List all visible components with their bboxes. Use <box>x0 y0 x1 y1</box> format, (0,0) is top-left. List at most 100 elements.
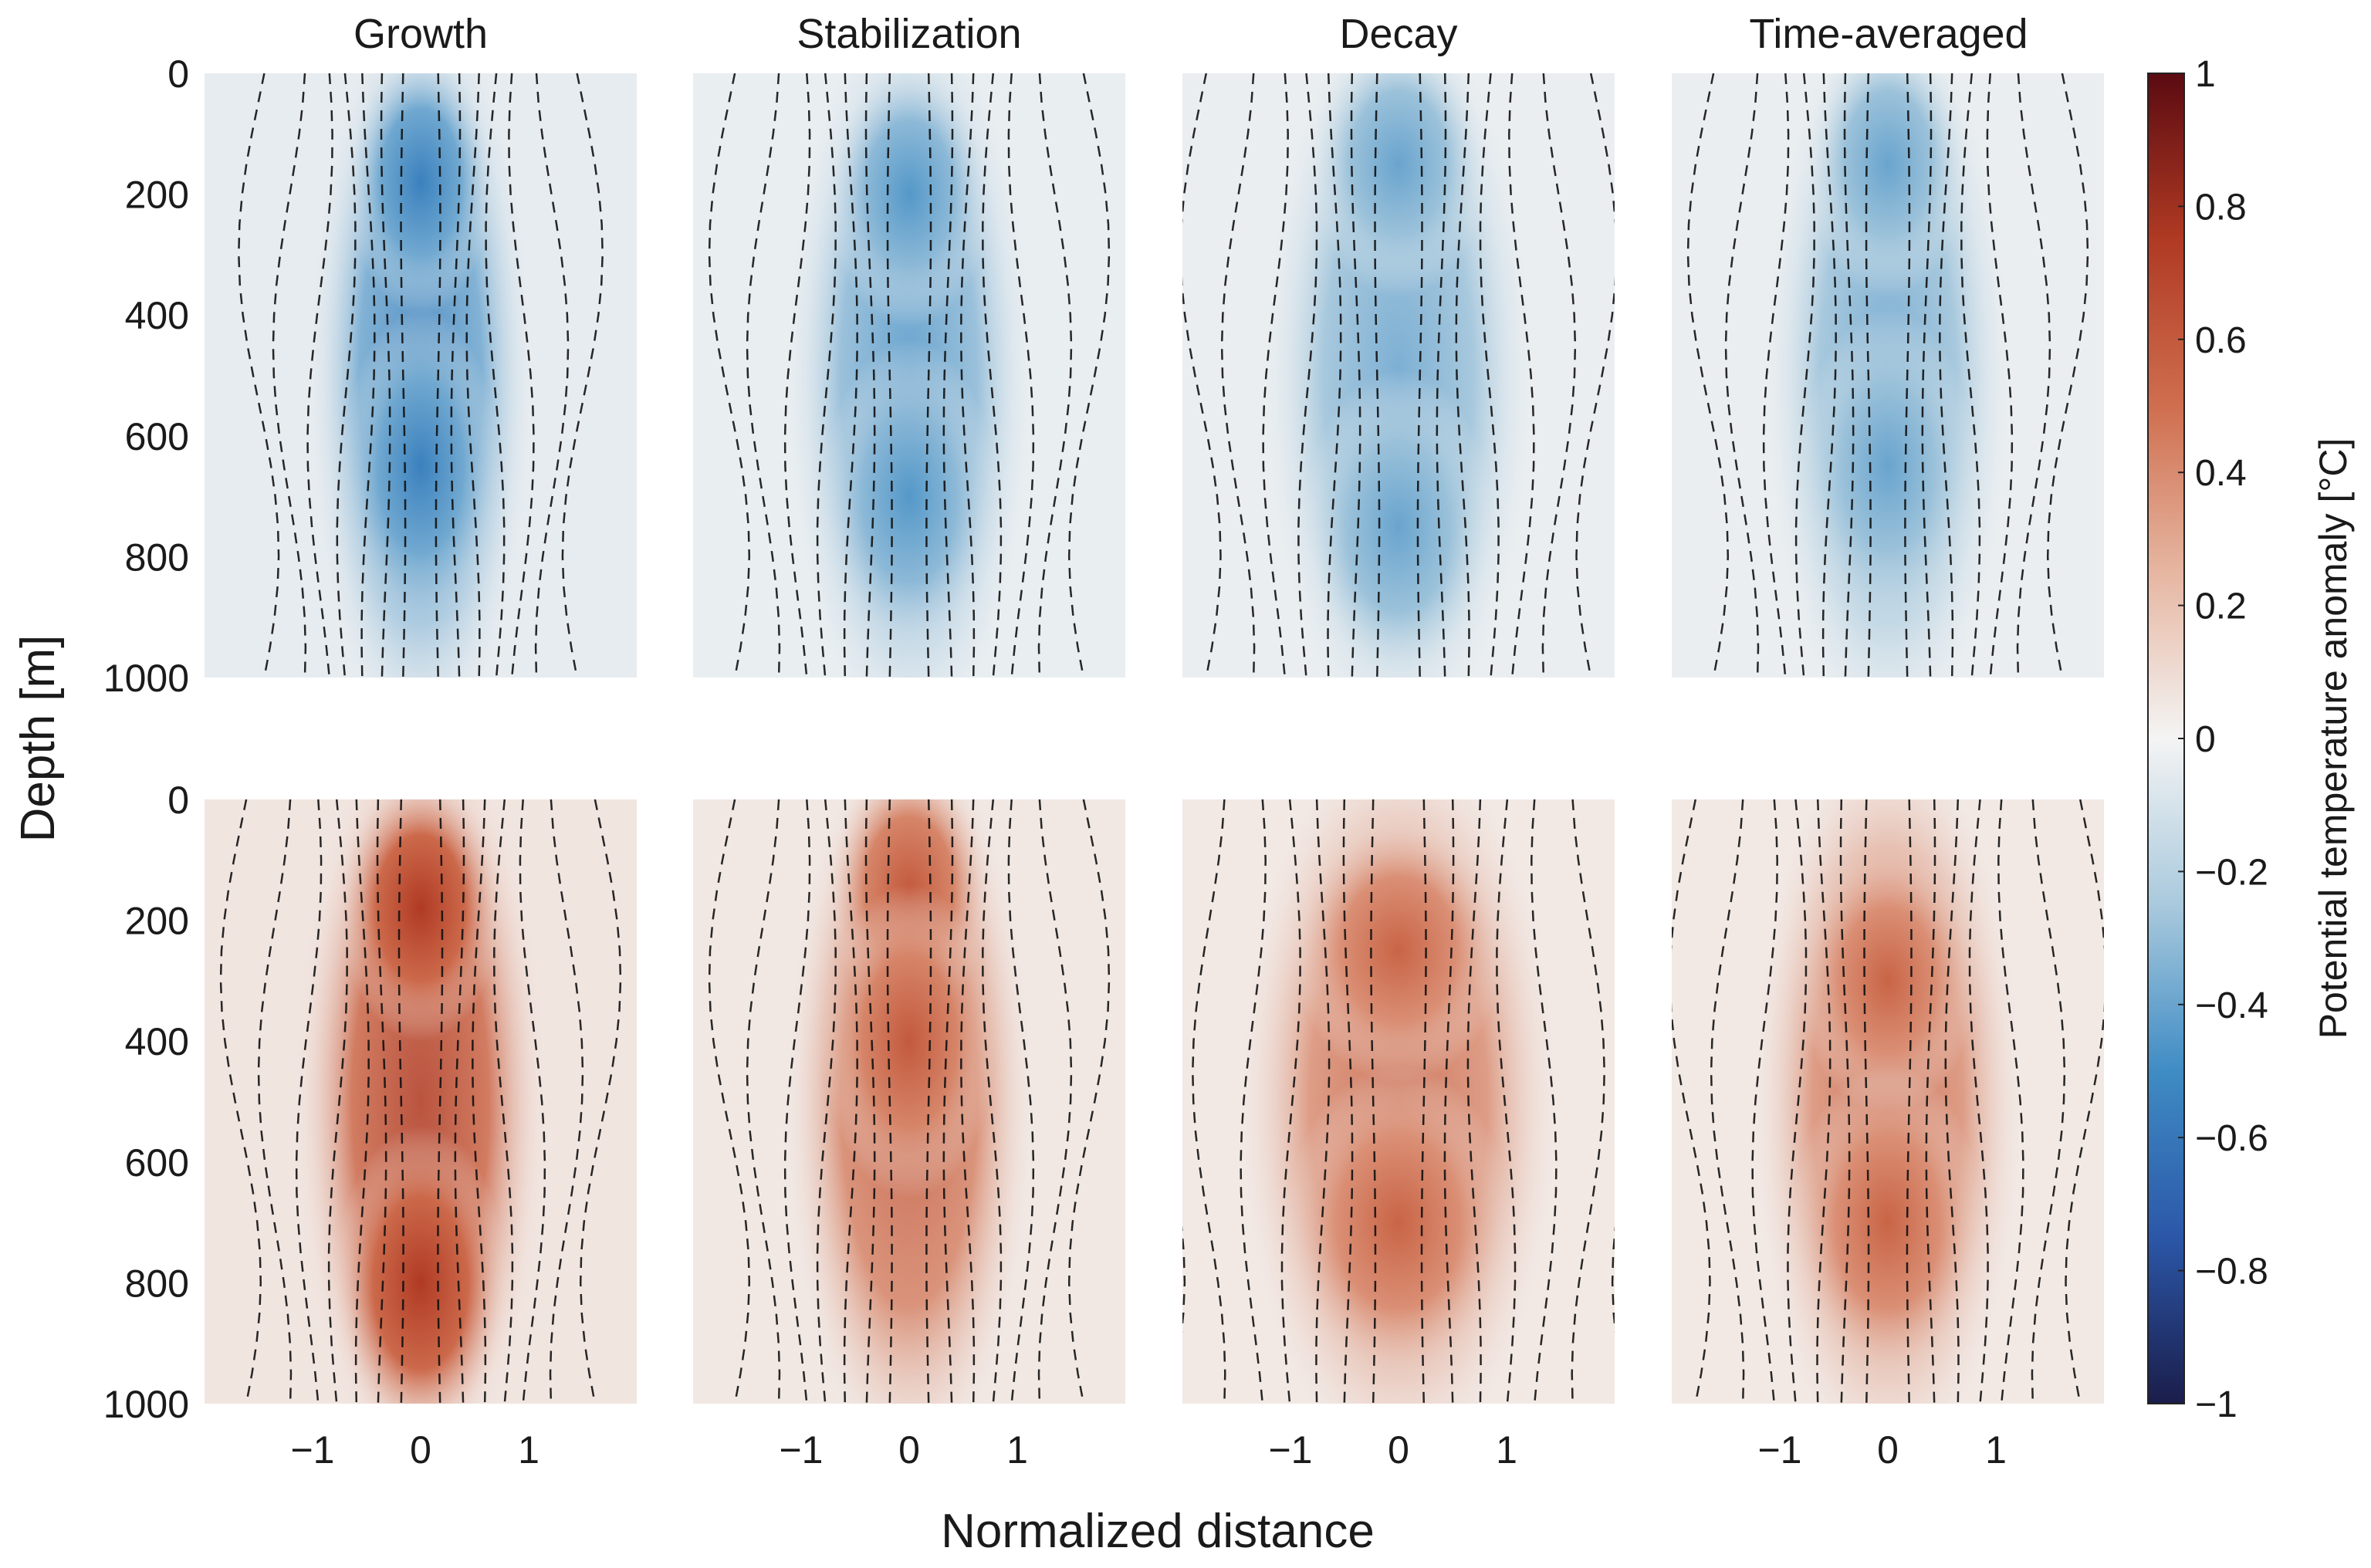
contour-line <box>219 799 262 1404</box>
panel-cold-core-decay <box>1182 73 1615 678</box>
contour-line <box>960 799 976 1404</box>
contour-line <box>982 799 1003 1404</box>
contour-line <box>534 73 570 678</box>
x-tick-label: 1 <box>1006 1428 1028 1472</box>
contour-line <box>942 73 954 678</box>
x-tick-label: −1 <box>1268 1428 1312 1472</box>
contour-line <box>708 799 751 1404</box>
contour-line <box>1672 799 1711 1404</box>
contour-line <box>1370 799 1377 1404</box>
contour-line <box>1037 73 1073 678</box>
contour-line <box>1350 73 1361 678</box>
contour-line <box>925 73 932 678</box>
contour-line <box>886 799 893 1404</box>
contour-line <box>1508 73 1535 678</box>
colorbar-tick-label: −0.8 <box>2195 1252 2268 1293</box>
contour-line <box>2031 799 2066 1404</box>
contour-line <box>1420 799 1427 1404</box>
contour-line <box>397 799 404 1404</box>
contour-line <box>360 73 376 678</box>
x-tick-label: −1 <box>1757 1428 1801 1472</box>
contour-line <box>336 73 357 678</box>
y-tick-label: 0 <box>167 779 189 822</box>
y-tick-label: 400 <box>125 294 189 337</box>
panel-warm-core-time-averaged <box>1672 799 2104 1404</box>
contour-line <box>783 73 811 678</box>
colorbar-tick-label: 0.2 <box>2195 586 2247 627</box>
contour-line <box>2016 73 2051 678</box>
anomaly-core-deep <box>1801 309 1974 623</box>
contour-line <box>454 799 465 1404</box>
contour-line <box>1751 799 1778 1404</box>
contour-line <box>1007 799 1035 1404</box>
contour-line <box>886 73 893 678</box>
contour-line <box>1067 73 1111 678</box>
contour-line <box>376 799 387 1404</box>
contour-line <box>1182 73 1222 678</box>
contour-line <box>1297 73 1318 678</box>
contour-line <box>354 799 370 1404</box>
panels <box>205 73 2104 1404</box>
x-axis-label: Normalized distance <box>941 1505 1375 1558</box>
contour-line <box>380 73 391 678</box>
contour-line <box>1466 799 1482 1404</box>
panel-warm-core-stabilization <box>693 799 1125 1404</box>
contour-line <box>1455 73 1470 678</box>
colorbar-ticks: 1 0.8 0.6 0.4 0.2 0 −0.2 −0.4 −0.6 −0.8 −1 <box>2178 54 2268 1425</box>
contour-line <box>1821 73 1837 678</box>
y-tick-label: 200 <box>125 900 189 943</box>
contour-line <box>465 73 481 678</box>
contour-line <box>238 73 280 678</box>
contour-line <box>708 73 751 678</box>
contour-line <box>1762 73 1790 678</box>
contour-line <box>493 799 514 1404</box>
anomaly-core-shallow <box>1807 73 1969 297</box>
contour-line <box>942 799 954 1404</box>
contour-line <box>472 799 487 1404</box>
column-title-time-averaged: Time-averaged <box>1749 11 2028 57</box>
contour-line <box>1416 73 1423 678</box>
contour-line <box>327 799 348 1404</box>
colorbar-tick-label: 0.4 <box>2195 453 2247 494</box>
contour-line <box>746 799 781 1404</box>
contour-line <box>1816 799 1832 1404</box>
contour-line <box>295 799 323 1404</box>
contour-line <box>1968 799 1989 1404</box>
column-title-stabilization: Stabilization <box>797 11 1021 57</box>
contour-line <box>1571 799 1605 1404</box>
contour-line <box>1220 73 1256 678</box>
contour-line <box>843 73 858 678</box>
colorbar-tick-label: 0.8 <box>2195 187 2247 228</box>
contour-line <box>1436 73 1447 678</box>
anomaly-core-shallow <box>1309 73 1488 297</box>
contour-line <box>257 799 293 1404</box>
y-tick-label: 600 <box>125 415 189 458</box>
contour-line <box>1315 799 1331 1404</box>
y-tick-label: 600 <box>125 1141 189 1184</box>
contour-line <box>1007 73 1035 678</box>
contour-line <box>435 73 441 678</box>
contour-line <box>1921 73 1933 678</box>
contour-line <box>1530 799 1558 1404</box>
contour-line <box>1240 799 1267 1404</box>
anomaly-core-deep <box>823 884 996 1198</box>
contour-line <box>864 799 876 1404</box>
contour-line <box>925 799 932 1404</box>
anomaly-core-deep <box>1286 1065 1511 1380</box>
contour-line <box>1443 799 1455 1404</box>
contour-line <box>746 73 781 678</box>
contour-line <box>1037 799 1073 1404</box>
x-tick-label: 0 <box>410 1428 431 1472</box>
anomaly-core-deep <box>823 339 996 654</box>
y-tick-label: 400 <box>125 1020 189 1063</box>
column-title-decay: Decay <box>1339 11 1457 57</box>
contour-line <box>1342 799 1354 1404</box>
contour-line <box>1843 73 1855 678</box>
contour-line <box>1944 799 1960 1404</box>
contour-line <box>1997 799 2024 1404</box>
x-tick-label: 1 <box>1985 1428 2007 1472</box>
anomaly-core-shallow <box>340 799 502 1042</box>
contour-line <box>1939 73 1954 678</box>
contour-line <box>1262 73 1289 678</box>
